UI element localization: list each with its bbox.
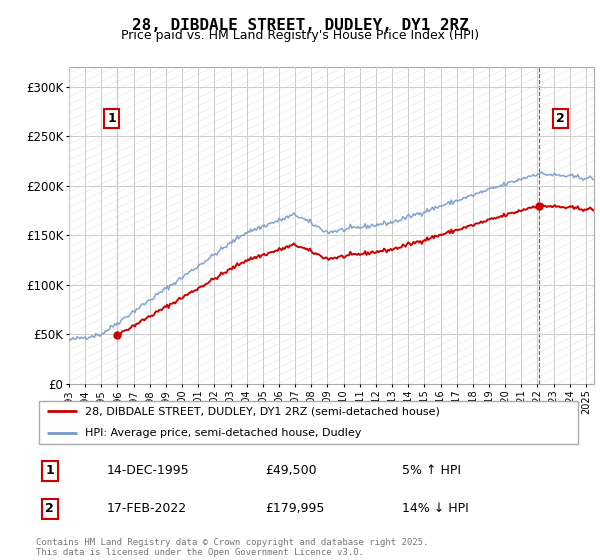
Text: 1: 1 bbox=[107, 112, 116, 125]
Text: 28, DIBDALE STREET, DUDLEY, DY1 2RZ (semi-detached house): 28, DIBDALE STREET, DUDLEY, DY1 2RZ (sem… bbox=[85, 406, 440, 416]
FancyBboxPatch shape bbox=[39, 400, 578, 444]
Text: 17-FEB-2022: 17-FEB-2022 bbox=[107, 502, 187, 515]
Text: HPI: Average price, semi-detached house, Dudley: HPI: Average price, semi-detached house,… bbox=[85, 428, 362, 438]
Text: £49,500: £49,500 bbox=[265, 464, 317, 478]
Text: 28, DIBDALE STREET, DUDLEY, DY1 2RZ: 28, DIBDALE STREET, DUDLEY, DY1 2RZ bbox=[131, 18, 469, 33]
Text: Price paid vs. HM Land Registry's House Price Index (HPI): Price paid vs. HM Land Registry's House … bbox=[121, 29, 479, 42]
Text: 14% ↓ HPI: 14% ↓ HPI bbox=[402, 502, 469, 515]
Text: 1: 1 bbox=[45, 464, 54, 478]
Text: 2: 2 bbox=[556, 112, 565, 125]
Text: £179,995: £179,995 bbox=[265, 502, 325, 515]
Text: 2: 2 bbox=[45, 502, 54, 515]
Text: 5% ↑ HPI: 5% ↑ HPI bbox=[402, 464, 461, 478]
Text: 14-DEC-1995: 14-DEC-1995 bbox=[107, 464, 190, 478]
Text: Contains HM Land Registry data © Crown copyright and database right 2025.
This d: Contains HM Land Registry data © Crown c… bbox=[36, 538, 428, 557]
